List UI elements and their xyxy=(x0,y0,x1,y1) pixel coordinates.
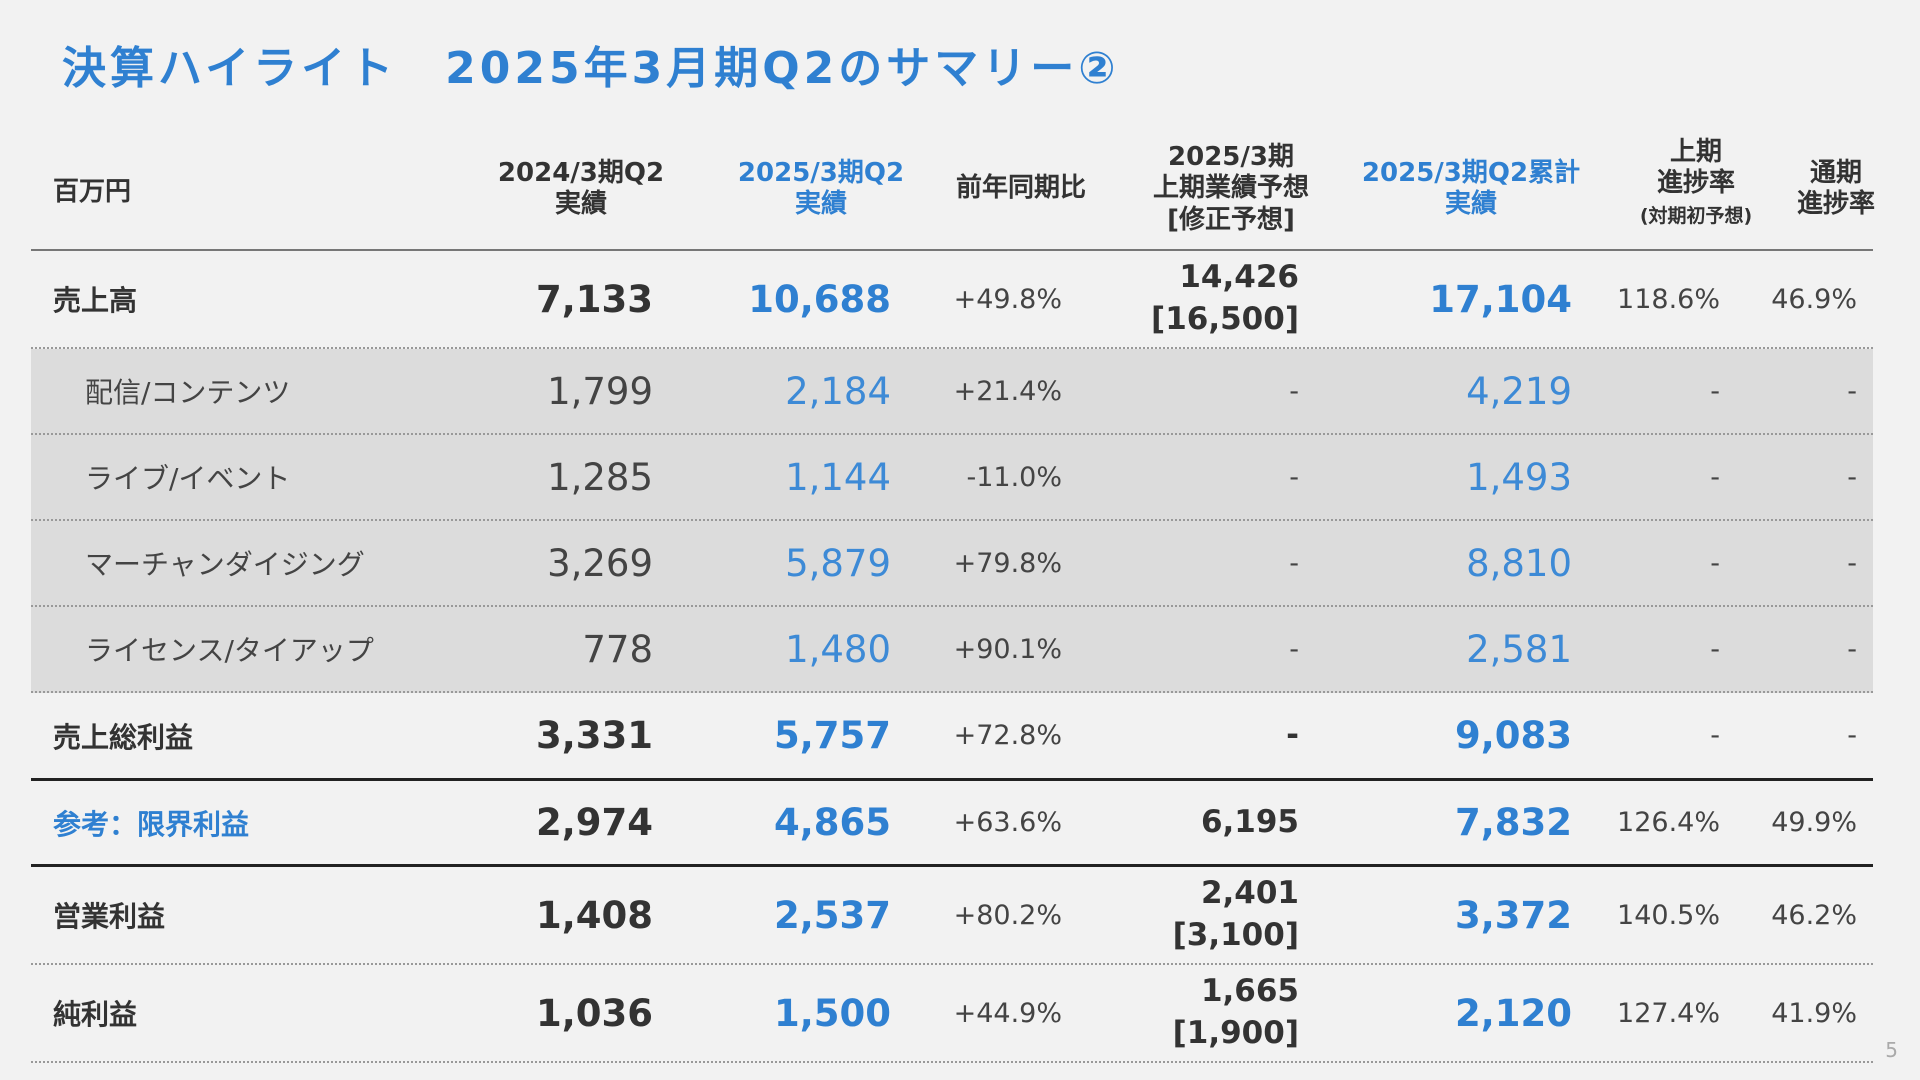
fy-progress-value: - xyxy=(1847,375,1857,407)
cur-q2-value: 5,879 xyxy=(785,541,891,585)
h1-progress-value: 118.6% xyxy=(1617,283,1720,315)
fy-progress-value: - xyxy=(1847,547,1857,579)
fy-progress-value: - xyxy=(1847,720,1857,751)
fy-progress-value: - xyxy=(1847,461,1857,493)
page-title: 決算ハイライト 2025年3月期Q2のサマリー② xyxy=(62,43,1120,94)
h1-progress-value: - xyxy=(1710,375,1720,407)
cur-q2-value: 4,865 xyxy=(773,801,891,844)
cur-q2-value: 1,480 xyxy=(785,627,891,671)
page-number: 5 xyxy=(1885,1038,1898,1062)
forecast-value: - xyxy=(1289,547,1299,579)
row-label: 参考：限界利益 xyxy=(53,807,250,841)
table-row: 参考：限界利益 2,974 4,865 +63.6% 6,195 7,832 126.4% 4… xyxy=(31,781,1873,867)
yoy-value: +72.8% xyxy=(953,720,1062,751)
yoy-value: +79.8% xyxy=(953,547,1062,579)
cur-q2-value: 2,184 xyxy=(785,369,891,413)
summary-table: 百万円 2024/3期Q2 実績 2025/3期Q2 実績 前年同期比 2025… xyxy=(31,129,1875,1063)
h1-progress-value: - xyxy=(1710,720,1720,751)
cumulative-value: 9,083 xyxy=(1454,714,1572,757)
header-h1-label: 上期 進捗率 xyxy=(1656,137,1735,199)
forecast-value: - xyxy=(1289,375,1299,407)
fy-progress-value: - xyxy=(1847,633,1857,665)
header-prev-q2: 2024/3期Q2 実績 xyxy=(497,157,665,219)
table-row: 純利益 1,036 1,500 +44.9% 1,665 [1,900] 2,120 127… xyxy=(31,965,1873,1063)
prev-q2-value: 1,285 xyxy=(547,455,653,499)
table-row: 配信/コンテンツ 1,799 2,184 +21.4% - 4,219 - - xyxy=(31,349,1873,435)
fy-progress-value: 41.9% xyxy=(1771,997,1857,1029)
cumulative-value: 1,493 xyxy=(1466,455,1572,499)
row-label: 売上高 xyxy=(53,284,138,317)
prev-q2-value: 7,133 xyxy=(535,277,653,321)
h1-progress-value: 126.4% xyxy=(1617,807,1720,838)
forecast-value: - xyxy=(1286,716,1299,753)
header-cur-q2: 2025/3期Q2 実績 xyxy=(737,157,905,219)
cur-q2-value: 1,500 xyxy=(773,991,891,1035)
unit-label: 百万円 xyxy=(53,176,132,207)
forecast-value: 1,665 [1,900] xyxy=(1172,973,1299,1051)
yoy-value: +49.8% xyxy=(953,283,1062,315)
cur-q2-value: 2,537 xyxy=(773,893,891,937)
header-fy-progress: 通期 進捗率 xyxy=(1796,157,1875,219)
prev-q2-value: 2,974 xyxy=(535,801,653,844)
row-label: ライセンス/タイアップ xyxy=(85,634,374,667)
prev-q2-value: 3,269 xyxy=(547,541,653,585)
yoy-value: +44.9% xyxy=(953,997,1062,1029)
yoy-value: +21.4% xyxy=(953,375,1062,407)
row-label: 売上総利益 xyxy=(53,720,194,754)
h1-progress-value: - xyxy=(1710,547,1720,579)
yoy-value: -11.0% xyxy=(966,461,1062,493)
prev-q2-value: 3,331 xyxy=(535,714,653,757)
table-row: マーチャンダイジング 3,269 5,879 +79.8% - 8,810 - - xyxy=(31,521,1873,607)
row-label: 営業利益 xyxy=(53,900,166,933)
fy-progress-value: 46.2% xyxy=(1771,899,1857,931)
cumulative-value: 2,581 xyxy=(1466,627,1572,671)
cur-q2-value: 1,144 xyxy=(785,455,891,499)
cumulative-value: 2,120 xyxy=(1454,991,1572,1035)
table-header: 百万円 2024/3期Q2 実績 2025/3期Q2 実績 前年同期比 2025… xyxy=(31,129,1875,251)
yoy-value: +90.1% xyxy=(953,633,1062,665)
cumulative-value: 4,219 xyxy=(1466,369,1572,413)
prev-q2-value: 1,036 xyxy=(535,991,653,1035)
forecast-value: 14,426 [16,500] xyxy=(1151,259,1299,337)
header-cumulative: 2025/3期Q2累計 実績 xyxy=(1361,157,1581,219)
header-h1-note: (対期初予想) xyxy=(1639,205,1753,228)
prev-q2-value: 1,408 xyxy=(535,893,653,937)
forecast-value: - xyxy=(1289,633,1299,665)
yoy-value: +80.2% xyxy=(953,899,1062,931)
header-yoy: 前年同期比 xyxy=(955,173,1086,204)
header-forecast: 2025/3期 上期業績予想 [修正予想] xyxy=(1152,142,1309,235)
forecast-value: - xyxy=(1289,461,1299,493)
yoy-value: +63.6% xyxy=(953,807,1062,838)
fy-progress-value: 49.9% xyxy=(1771,807,1857,838)
forecast-value: 2,401 [3,100] xyxy=(1172,875,1299,953)
cumulative-value: 3,372 xyxy=(1454,893,1572,937)
h1-progress-value: - xyxy=(1710,461,1720,493)
table-row: 営業利益 1,408 2,537 +80.2% 2,401 [3,100] 3,372 14… xyxy=(31,867,1873,965)
row-label: 配信/コンテンツ xyxy=(85,376,291,409)
h1-progress-value: 127.4% xyxy=(1617,997,1720,1029)
cumulative-value: 7,832 xyxy=(1454,801,1572,844)
cur-q2-value: 10,688 xyxy=(748,277,891,321)
fy-progress-value: 46.9% xyxy=(1771,283,1857,315)
table-row: ライブ/イベント 1,285 1,144 -11.0% - 1,493 - - xyxy=(31,435,1873,521)
cur-q2-value: 5,757 xyxy=(773,714,891,757)
row-label: マーチャンダイジング xyxy=(85,548,365,581)
table-row: 売上高 7,133 10,688 +49.8% 14,426 [16,500] 17,10… xyxy=(31,251,1873,349)
row-label: 純利益 xyxy=(53,998,138,1031)
h1-progress-value: 140.5% xyxy=(1617,899,1720,931)
row-label: ライブ/イベント xyxy=(85,462,291,495)
table-row: ライセンス/タイアップ 778 1,480 +90.1% - 2,581 - - xyxy=(31,607,1873,693)
table-row: 売上総利益 3,331 5,757 +72.8% - 9,083 - - xyxy=(31,693,1873,781)
h1-progress-value: - xyxy=(1710,633,1720,665)
cumulative-value: 8,810 xyxy=(1466,541,1572,585)
prev-q2-value: 778 xyxy=(582,627,653,671)
prev-q2-value: 1,799 xyxy=(547,369,653,413)
forecast-value: 6,195 xyxy=(1200,803,1299,840)
header-h1-progress: 上期 進捗率 (対期初予想) xyxy=(1601,137,1791,231)
cumulative-value: 17,104 xyxy=(1429,277,1572,321)
